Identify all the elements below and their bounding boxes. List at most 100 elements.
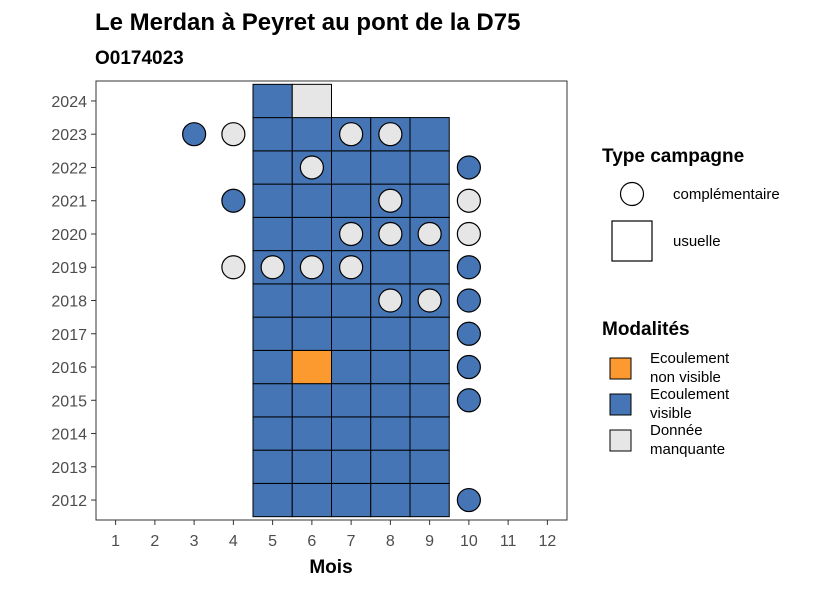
chart-title: Le Merdan à Peyret au pont de la D75: [95, 9, 520, 36]
x-tick-label: 6: [307, 533, 316, 550]
y-tick-label: 2018: [51, 294, 87, 311]
tile-2023-6: [291, 117, 332, 152]
tile-2018-5: [252, 283, 293, 318]
tile-2013-9: [409, 449, 450, 484]
point-2021-8: [378, 188, 403, 213]
usuelle-cells: [252, 83, 450, 518]
y-tick-label: 2016: [51, 360, 87, 377]
legend-label-complementaire: complémentaire: [673, 186, 780, 203]
tile-2021-7: [331, 183, 372, 218]
point-2023-7: [339, 122, 364, 147]
tile-2017-5: [252, 316, 293, 351]
x-tick-label: 7: [347, 533, 356, 550]
point-2022-6: [299, 155, 324, 180]
point-2019-7: [339, 255, 364, 280]
y-tick-label: 2015: [51, 393, 87, 410]
tile-2015-8: [370, 383, 411, 418]
tile-2012-9: [409, 482, 450, 518]
y-tick-label: 2017: [51, 327, 87, 344]
point-2023-8: [378, 122, 403, 147]
legend-key-usuelle: [611, 220, 653, 262]
tile-2012-6: [291, 482, 332, 518]
tile-2013-5: [252, 449, 293, 484]
tile-2014-9: [409, 416, 450, 451]
tile-2015-6: [291, 383, 332, 418]
tile-2018-6: [291, 283, 332, 318]
point-2021-4: [221, 188, 246, 213]
point-2020-7: [339, 221, 364, 247]
tile-2023-9: [409, 117, 450, 152]
tile-2016-9: [409, 349, 450, 385]
tile-2020-6: [291, 216, 332, 252]
x-tick-label: 8: [386, 533, 395, 550]
tile-2012-5: [252, 482, 293, 518]
legend-type-title: Type campagne: [602, 146, 744, 167]
tile-2022-8: [370, 150, 411, 185]
tile-2015-5: [252, 383, 293, 418]
legend: Type campagne complémentaire usuelle Modali…: [602, 146, 780, 458]
tile-2015-9: [409, 383, 450, 418]
legend-key-complementaire: [619, 181, 645, 207]
point-2015-10: [456, 388, 481, 413]
y-tick-label: 2023: [51, 127, 87, 144]
legend-key-donnee_manquante: [609, 429, 632, 452]
y-tick-label: 2019: [51, 260, 87, 277]
legend-key-ecoulement_visible: [609, 393, 632, 416]
tile-2019-8: [370, 250, 411, 285]
point-2020-9: [417, 221, 442, 247]
point-2017-10: [456, 321, 481, 346]
point-2021-10: [456, 188, 481, 213]
point-2019-5: [260, 255, 285, 280]
legend-label-ecoulement_visible: Ecoulement visible: [650, 386, 730, 422]
tile-2015-7: [331, 383, 372, 418]
tile-2017-8: [370, 316, 411, 351]
y-axis: 2012 2013 2014 2015 2016 2017 2018 2019 2020 2021…: [51, 94, 96, 510]
tile-2019-9: [409, 250, 450, 285]
tile-2024-5: [252, 83, 293, 119]
point-2019-4: [221, 255, 246, 280]
y-tick-label: 2013: [51, 460, 87, 477]
tile-2012-8: [370, 482, 411, 518]
tile-2013-8: [370, 449, 411, 484]
x-tick-label: 4: [229, 533, 238, 550]
tile-2013-7: [331, 449, 372, 484]
point-2018-9: [417, 288, 442, 313]
tile-2022-9: [409, 150, 450, 185]
tile-2016-8: [370, 349, 411, 385]
tile-2014-7: [331, 416, 372, 451]
tile-2018-7: [331, 283, 372, 318]
point-2018-8: [378, 288, 403, 313]
tile-2014-6: [291, 416, 332, 451]
point-2020-10: [456, 221, 481, 247]
legend-label-ecoulement_non_visible: Ecoulement non visible: [650, 350, 730, 386]
tile-2016-5: [252, 349, 293, 385]
tile-2016-6: [291, 349, 332, 385]
tile-2017-7: [331, 316, 372, 351]
legend-label-donnee_manquante: Donnée manquante: [650, 422, 725, 458]
legend-key-ecoulement_non_visible: [609, 357, 632, 380]
tile-2022-5: [252, 150, 293, 185]
point-2019-6: [299, 255, 324, 280]
chart-subtitle: O0174023: [95, 48, 184, 69]
x-axis-title: Mois: [309, 557, 352, 578]
point-2023-3: [182, 122, 207, 147]
tile-2017-6: [291, 316, 332, 351]
point-2023-4: [221, 122, 246, 147]
x-tick-label: 12: [538, 533, 556, 550]
tile-2021-5: [252, 183, 293, 218]
y-tick-label: 2024: [51, 94, 87, 111]
y-tick-label: 2021: [51, 194, 87, 211]
tile-2024-6: [291, 83, 332, 119]
point-2016-10: [456, 354, 481, 380]
x-tick-label: 2: [150, 533, 159, 550]
x-tick-label: 10: [460, 533, 478, 550]
legend-modalite-title: Modalités: [602, 319, 690, 340]
x-tick-label: 1: [111, 533, 120, 550]
tile-2013-6: [291, 449, 332, 484]
y-tick-label: 2012: [51, 493, 87, 510]
point-2012-10: [456, 487, 481, 513]
y-tick-label: 2020: [51, 227, 87, 244]
x-tick-label: 9: [425, 533, 434, 550]
tile-2016-7: [331, 349, 372, 385]
